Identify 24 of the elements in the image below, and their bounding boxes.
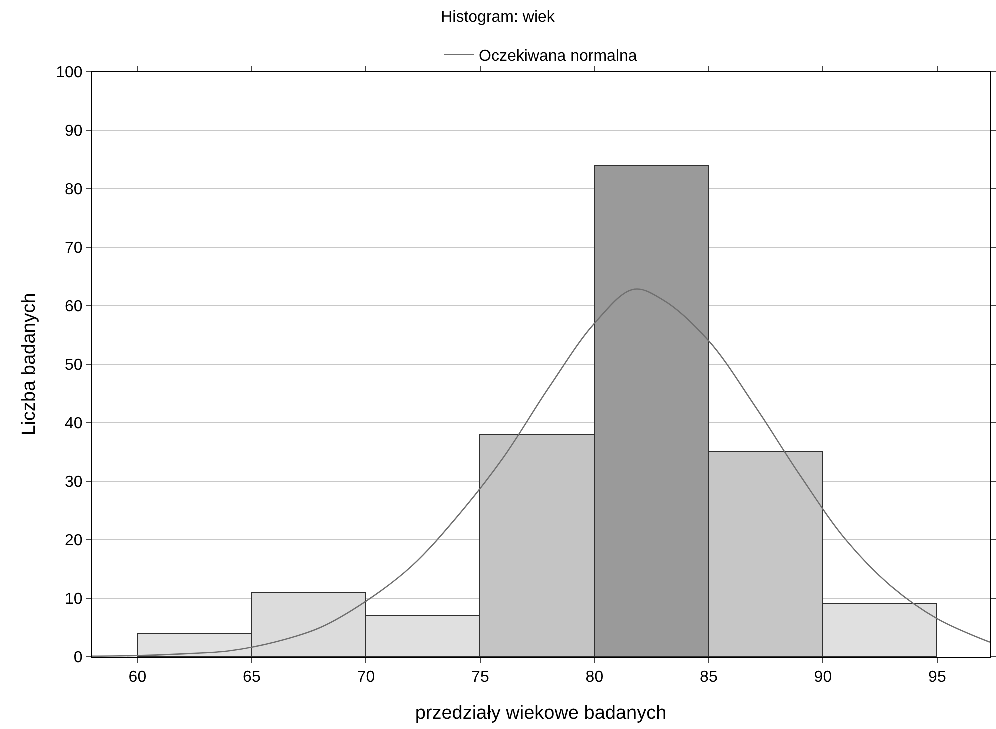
x-tick-label: 95 [928, 669, 946, 686]
y-tick-label: 20 [65, 532, 83, 550]
y-tick-label: 80 [65, 182, 83, 199]
y-tick-label: 0 [74, 650, 83, 667]
y-tick-label: 100 [56, 64, 83, 82]
x-tick-label: 75 [472, 669, 490, 686]
y-axis-title: Liczba badanych [18, 293, 40, 436]
x-tick-label: 85 [700, 669, 718, 686]
x-tick-label: 70 [357, 669, 376, 686]
y-tick-label: 90 [65, 123, 83, 140]
legend-label: Oczekiwana normalna [479, 48, 638, 66]
y-tick-label: 60 [65, 298, 83, 316]
x-tick-label: 60 [128, 669, 147, 686]
x-axis-title: przedziały wiekowe badanych [415, 703, 667, 724]
x-tick-label: 80 [586, 669, 604, 686]
chart-title: Histogram: wiek [441, 9, 556, 26]
line-series [92, 288, 990, 657]
x-tick-label: 65 [243, 669, 261, 686]
y-tick-label: 30 [65, 474, 83, 492]
y-tick-label: 40 [65, 416, 83, 433]
y-tick-label: 10 [65, 591, 83, 608]
y-tick-label: 70 [65, 240, 83, 258]
y-tick-label: 50 [65, 357, 83, 374]
x-tick-label: 90 [814, 669, 832, 686]
